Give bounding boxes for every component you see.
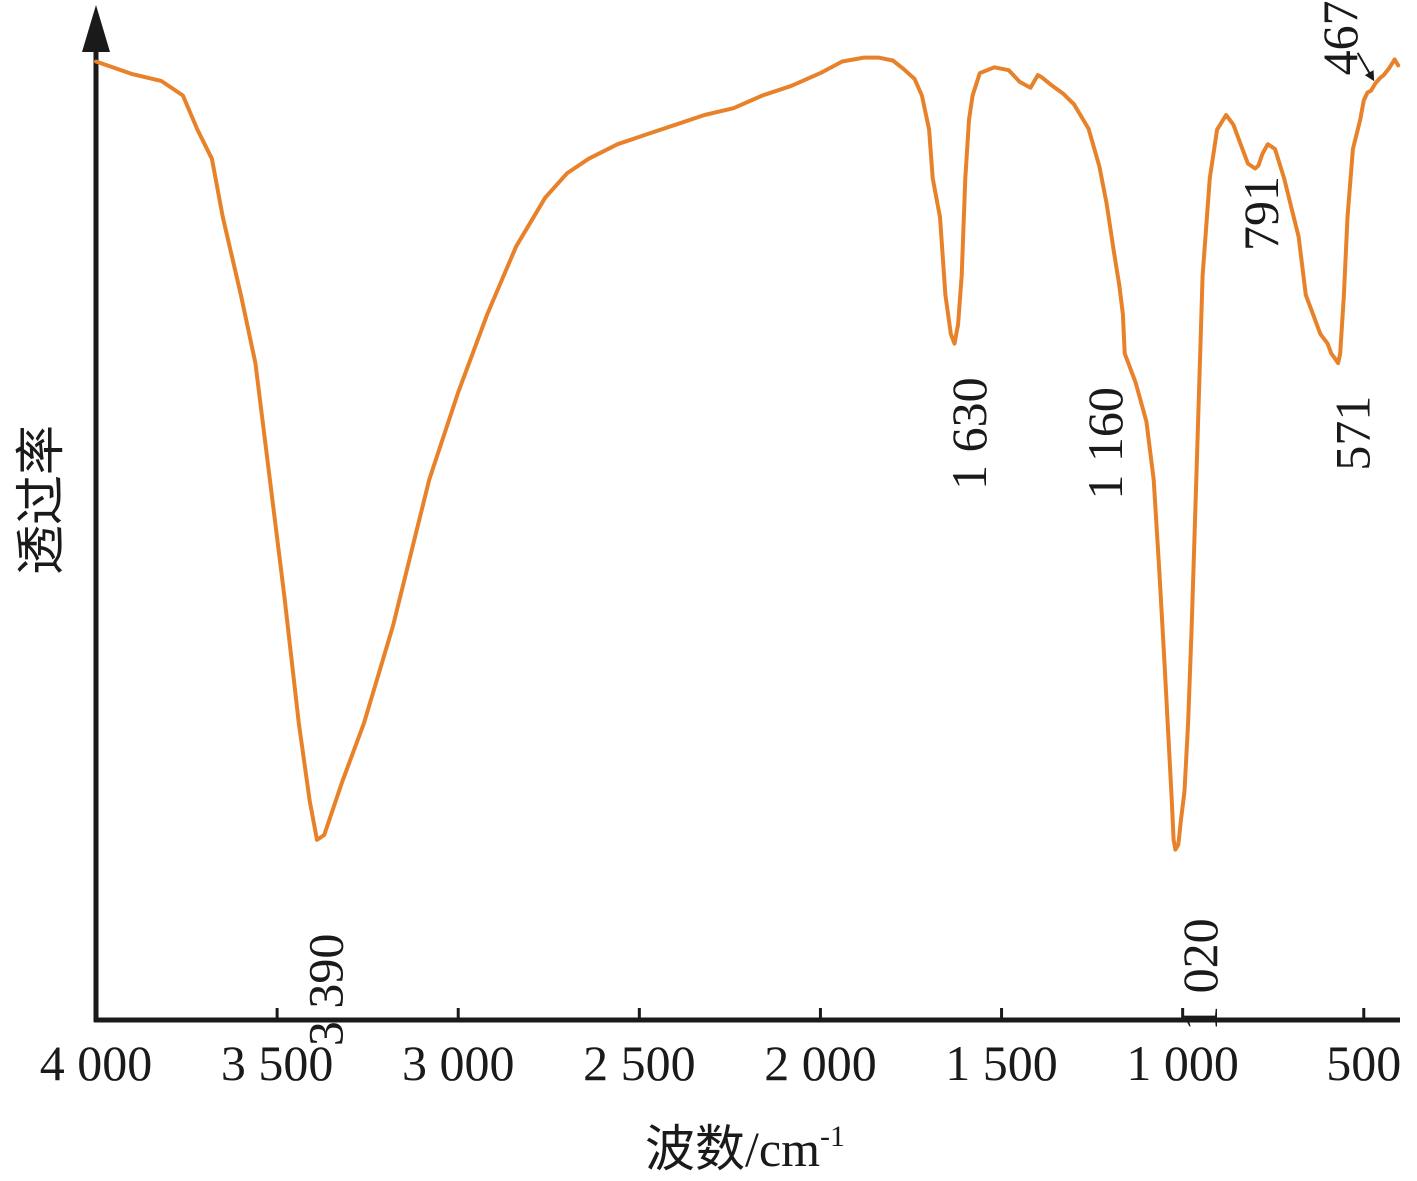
x-axis-ticks xyxy=(94,1008,1366,1020)
peak-label-791: 791 xyxy=(1233,176,1289,251)
peak-label-467: 467 xyxy=(1312,0,1368,75)
peak-467-arrow xyxy=(1356,52,1375,82)
x-tick-label: 2 500 xyxy=(583,1035,696,1091)
x-tick-label: 1 000 xyxy=(1126,1035,1239,1091)
peak-label-1630: 1 630 xyxy=(941,377,997,490)
x-axis-title: 波数/cm-1 xyxy=(645,1120,845,1177)
x-tick-label: 1 500 xyxy=(945,1035,1058,1091)
peak-label-571: 571 xyxy=(1325,396,1381,471)
peak-label-3390: 3 390 xyxy=(297,934,353,1047)
x-tick-label: 3 500 xyxy=(221,1035,334,1091)
peak-label-1020: 1 020 xyxy=(1172,918,1228,1031)
peak-labels: 3 390 1 630 1 160 1 020 791 571 467 xyxy=(297,0,1380,1046)
x-axis-title-superscript: -1 xyxy=(820,1120,845,1153)
x-axis-title-main: 波数/cm xyxy=(645,1121,820,1177)
x-tick-label: 2 000 xyxy=(764,1035,877,1091)
y-axis-arrow xyxy=(82,5,110,52)
peak-label-1160: 1 160 xyxy=(1077,387,1133,500)
x-tick-label: 3 000 xyxy=(402,1035,515,1091)
series-line xyxy=(94,55,1401,852)
y-axis-title: 透过率 xyxy=(13,425,69,575)
x-tick-label: 4 000 xyxy=(40,1035,153,1091)
x-axis-tick-labels: 4 000 3 500 3 000 2 500 2 000 1 500 1 000 500 xyxy=(40,1035,1402,1091)
x-tick-label: 500 xyxy=(1326,1035,1401,1091)
